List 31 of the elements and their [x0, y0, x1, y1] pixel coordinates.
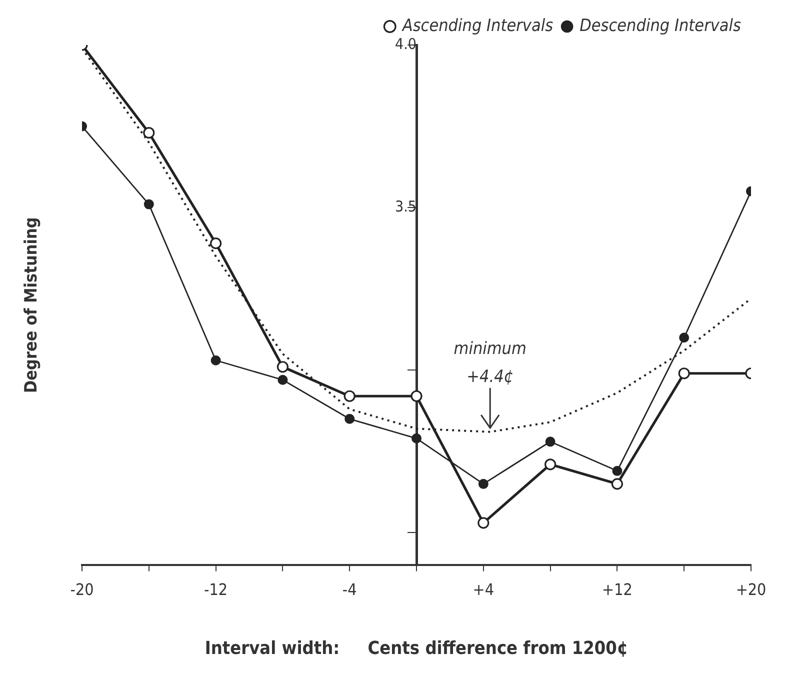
point [611, 478, 623, 490]
x-axis-title: Interval width: Cents difference from 1200¢ [204, 638, 628, 659]
x-tick-label: -4 [342, 580, 357, 599]
point [410, 390, 422, 402]
point [478, 517, 490, 529]
point [210, 238, 222, 250]
point [344, 414, 355, 424]
y-tick-label: 3.5 [395, 197, 416, 216]
point [210, 355, 221, 366]
annotation: minimum +4.4¢ [454, 338, 526, 387]
point [678, 368, 690, 380]
point [276, 361, 288, 373]
point [144, 199, 154, 210]
point [412, 433, 422, 444]
legend-label: Ascending Intervals [401, 16, 554, 36]
x-tick-label: +4 [472, 580, 494, 599]
point [545, 436, 556, 447]
x-tick-label: +12 [602, 580, 632, 599]
y-tick-label: 4.0 [395, 34, 416, 53]
x-tick-label: +20 [736, 580, 766, 599]
point [278, 374, 288, 385]
point [679, 332, 690, 343]
point [344, 390, 356, 402]
point [544, 458, 556, 470]
legend-label: Descending Intervals [580, 16, 742, 36]
x-tick-label: -12 [204, 580, 228, 599]
y-axis-title: Degree of Mistuning [21, 217, 42, 394]
point [612, 466, 622, 476]
point [478, 478, 488, 489]
point [143, 126, 155, 139]
x-tick-label: -20 [70, 580, 94, 599]
